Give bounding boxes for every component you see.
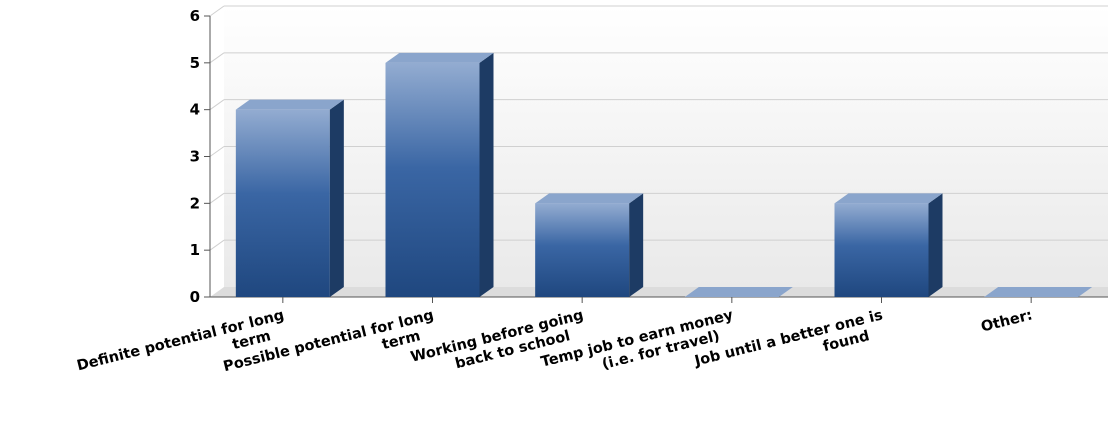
- bar: [235, 99, 344, 298]
- bar-top: [385, 52, 494, 63]
- x-category-label-line: Other:: [979, 307, 1034, 335]
- bar-front: [385, 62, 480, 298]
- bar: [834, 193, 943, 297]
- grid-lines: [209, 5, 1108, 251]
- gridline-side: [209, 239, 225, 251]
- bar-top: [535, 193, 644, 204]
- bars: [235, 52, 1093, 298]
- x-category-label: Working before goingback to school: [409, 307, 589, 382]
- x-category-labels: Definite potential for longtermPossible …: [75, 307, 1034, 391]
- gridline-side: [209, 146, 225, 157]
- bar-front: [834, 203, 929, 297]
- bar: [385, 52, 494, 298]
- gridline-side: [209, 52, 225, 64]
- y-tick-labels: 0 1 2 3 4 5 6: [190, 7, 200, 306]
- y-tick-label: 6: [190, 7, 200, 25]
- bar-front: [235, 109, 330, 298]
- bar: [684, 287, 793, 297]
- y-tick-label: 1: [190, 241, 200, 259]
- x-category-label: Definite potential for longterm: [75, 307, 290, 391]
- gridline-side: [209, 5, 225, 17]
- gridline-side: [209, 192, 225, 204]
- bar-side: [928, 193, 943, 297]
- axes: [204, 15, 1108, 303]
- bar-side: [479, 52, 494, 298]
- bar: [535, 193, 644, 297]
- bar-top: [235, 99, 344, 110]
- y-tick-label: 2: [190, 194, 200, 212]
- bar-top: [984, 287, 1093, 297]
- y-tick-label: 5: [190, 54, 200, 72]
- bar-side: [329, 99, 344, 298]
- bar: [984, 287, 1093, 297]
- bar-side: [629, 193, 644, 297]
- bar-front: [535, 203, 630, 297]
- y-tick-label: 4: [190, 101, 200, 119]
- plot-background: [210, 6, 1108, 297]
- y-tick-label: 3: [190, 148, 200, 166]
- gridline-side: [209, 99, 225, 111]
- bar-top: [834, 193, 943, 204]
- plot-floor: [210, 287, 1108, 297]
- bar-top: [684, 287, 793, 297]
- x-category-label: Other:: [979, 307, 1034, 335]
- y-tick-label: 0: [190, 288, 200, 306]
